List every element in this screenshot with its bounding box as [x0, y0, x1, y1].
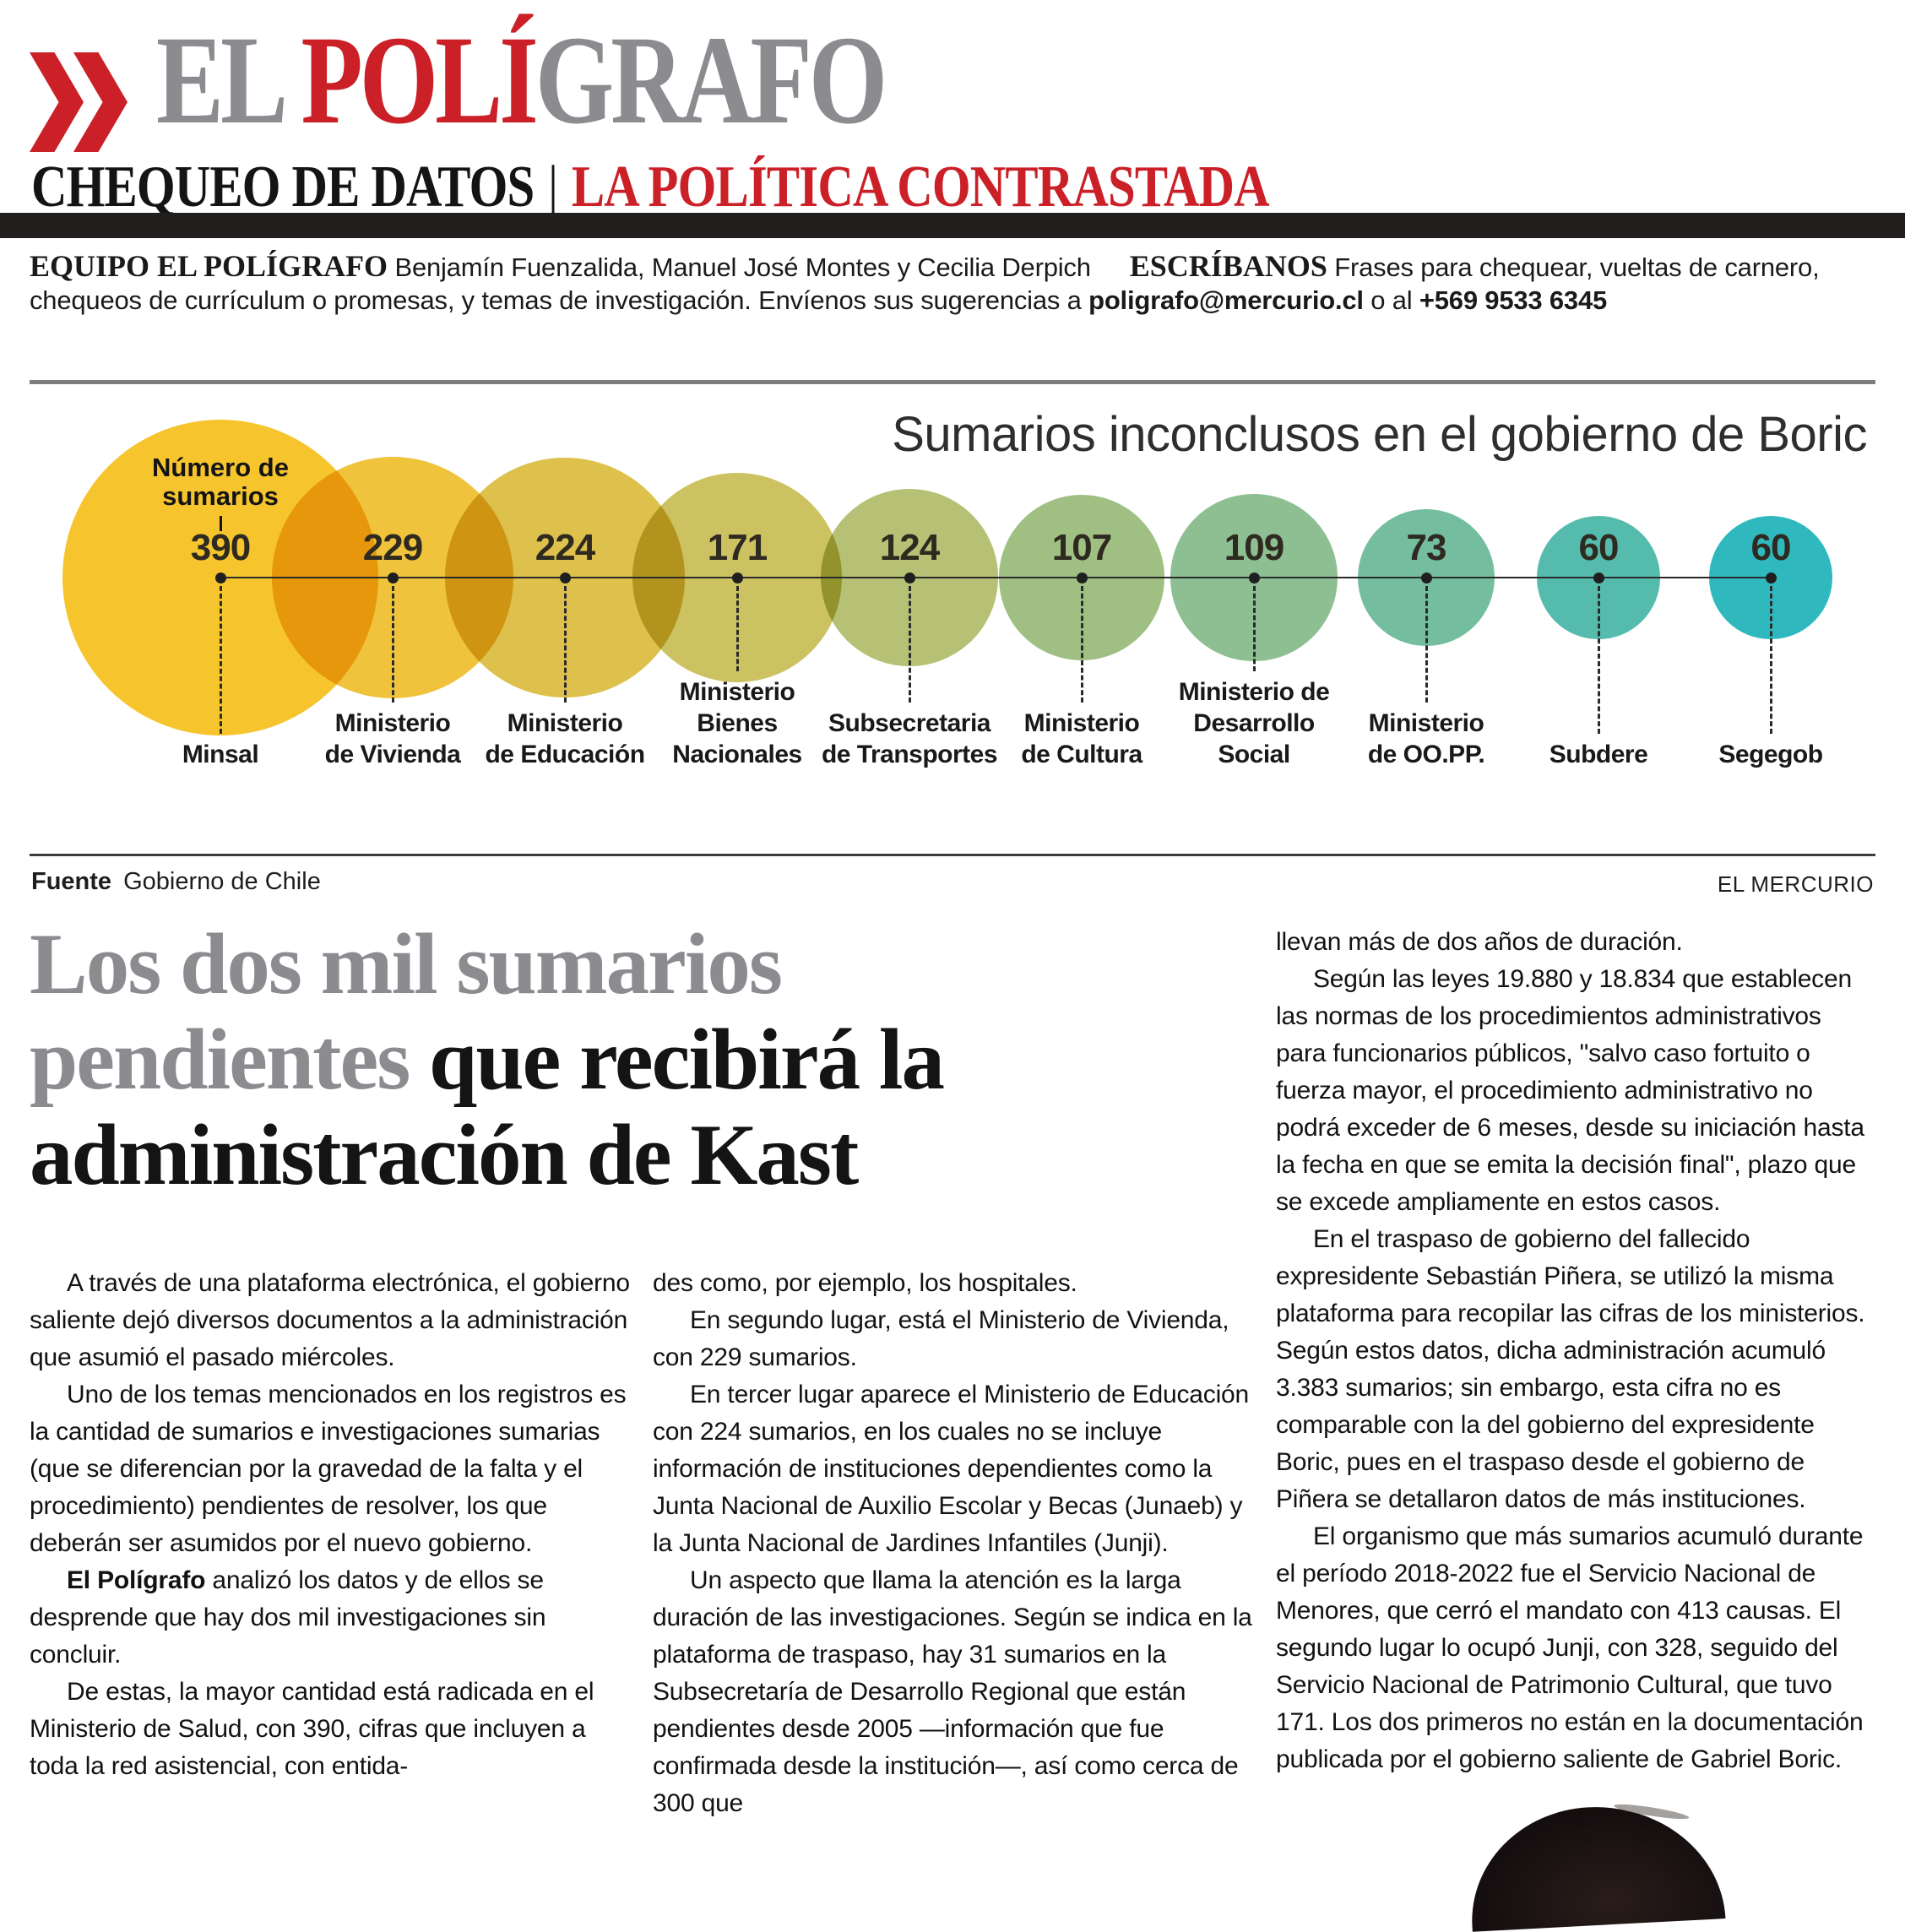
masthead-title: EL POLÍGRAFO — [156, 8, 887, 152]
source-note: Fuente Gobierno de Chile — [31, 868, 321, 896]
source-label: Fuente — [31, 868, 112, 895]
paragraph: En tercer lugar aparece el Ministerio de… — [653, 1381, 1250, 1557]
paragraph: En el traspaso de gobierno del fallecido… — [1276, 1225, 1865, 1513]
leader-dashed-line — [1081, 586, 1083, 703]
source-row: Fuente Gobierno de Chile EL MERCURIO — [30, 856, 1875, 904]
escribanos-text: Frases para chequear, vueltas de carnero… — [30, 252, 1820, 315]
bubble-category-label: Ministerio de Desarrollo Social — [1178, 678, 1330, 768]
bubble-category-label: Segegob — [1718, 741, 1823, 768]
bubble-value: 73 — [1406, 527, 1447, 568]
credit-label: EL MERCURIO — [1717, 871, 1874, 897]
subtitle-divider: | — [548, 155, 558, 220]
axis-dot — [1593, 573, 1604, 583]
axis-dot — [215, 573, 226, 583]
newspaper-page: { "colors": { "accent_red": "#cb2027", "… — [0, 8, 1905, 1932]
bubble-category-label: Ministerio de OO.PP. — [1367, 709, 1485, 768]
o-al-text: o al — [1363, 285, 1419, 315]
axis-dot — [732, 573, 743, 583]
escribanos-label: ESCRÍBANOS — [1129, 249, 1327, 283]
bubble-category-label: Ministerio de Educación — [485, 709, 645, 768]
leader-dashed-line — [1598, 586, 1600, 734]
double-chevron-icon — [30, 52, 139, 152]
source-value: Gobierno de Chile — [123, 868, 321, 895]
leader-dashed-line — [564, 586, 567, 703]
leader-dashed-line — [1425, 586, 1428, 703]
paragraph: Uno de los temas mencionados en los regi… — [30, 1381, 627, 1557]
leader-dashed-line — [220, 586, 222, 734]
paragraph: El Polígrafo analizó los datos y de ello… — [30, 1562, 631, 1674]
photo-highlight — [1613, 1801, 1690, 1822]
axis-dot — [1766, 573, 1777, 583]
bubble-category-label: Ministerio de Vivienda — [324, 709, 461, 768]
article-headline: Los dos mil sumarios pendientes que reci… — [30, 917, 1140, 1203]
leader-dashed-line — [909, 586, 911, 703]
bubble-category-label: Minsal — [182, 741, 259, 768]
bubble-category-label: Subdere — [1549, 741, 1648, 768]
chart-annotation: Número de sumarios — [152, 453, 289, 511]
paragraph: El organismo que más sumarios acumuló du… — [1276, 1522, 1864, 1773]
axis-dot — [1421, 573, 1432, 583]
paragraph-text: analizó los datos y de ellos se desprend… — [30, 1566, 546, 1669]
leader-dashed-line — [392, 586, 394, 703]
bold-lead: El Polígrafo — [67, 1566, 206, 1594]
headline-gray-segment: Los dos mil sumarios pendientes — [30, 916, 783, 1108]
bubble-category-label: Ministerio de Cultura — [1021, 709, 1142, 768]
contact-phone: +569 9533 6345 — [1419, 285, 1608, 315]
bubble-value: 60 — [1578, 527, 1620, 568]
photo-fragment — [1466, 1800, 1726, 1932]
axis-dot — [1249, 573, 1260, 583]
axis-dot — [560, 573, 571, 583]
paragraph: des como, por ejemplo, los hospitales. — [653, 1269, 1077, 1297]
axis-dot — [904, 573, 915, 583]
equipo-label: EQUIPO EL POLÍGRAFO — [30, 249, 388, 283]
bubble-value: 60 — [1750, 527, 1792, 568]
chevron-icon — [30, 52, 84, 152]
bubble-value: 390 — [190, 527, 251, 568]
leader-dashed-line — [1253, 586, 1256, 671]
article-column-3: llevan más de dos años de duración. Segú… — [1276, 924, 1877, 1778]
paragraph: De estas, la mayor cantidad está radicad… — [30, 1678, 594, 1780]
bubble-category-label: Ministerio Bienes Nacionales — [672, 678, 802, 768]
team-credits: EQUIPO EL POLÍGRAFO Benjamín Fuenzalida,… — [30, 250, 1877, 317]
masthead-title-poli: POLÍ — [301, 10, 538, 150]
axis-line — [220, 577, 1771, 578]
paragraph: Un aspecto que llama la atención es la l… — [653, 1566, 1252, 1817]
masthead-title-grafo: GRAFO — [535, 10, 887, 150]
bubble-value: 229 — [362, 527, 423, 568]
bubble-plot: Sumarios inconclusos en el gobierno de B… — [30, 384, 1875, 856]
equipo-names: Benjamín Fuenzalida, Manuel José Montes … — [388, 252, 1091, 282]
masthead-subtitle: CHEQUEO DE DATOS | LA POLÍTICA CONTRASTADA — [31, 154, 1270, 221]
headline-black-segment: que recibirá la administración de Kast — [30, 1012, 945, 1203]
subtitle-left: CHEQUEO DE DATOS — [31, 155, 535, 220]
annotation-connector-line — [220, 516, 222, 531]
bubble-value: 224 — [535, 527, 595, 568]
subtitle-right: LA POLÍTICA CONTRASTADA — [571, 155, 1270, 220]
paragraph: A través de una plataforma electrónica, … — [30, 1269, 630, 1371]
axis-dot — [1077, 573, 1088, 583]
chart-title: Sumarios inconclusos en el gobierno de B… — [892, 407, 1867, 462]
article-column-1: A través de una plataforma electrónica, … — [30, 1265, 631, 1785]
leader-dashed-line — [1770, 586, 1772, 734]
paragraph: Según las leyes 19.880 y 18.834 que esta… — [1276, 965, 1864, 1216]
article-column-2: des como, por ejemplo, los hospitales. E… — [653, 1265, 1254, 1822]
bubble-value: 171 — [707, 527, 768, 568]
contact-email: poligrafo@mercurio.cl — [1088, 285, 1364, 315]
bubble-value: 107 — [1051, 527, 1112, 568]
bubble-category-label: Subsecretaria de Transportes — [821, 709, 998, 768]
chart-panel: Sumarios inconclusos en el gobierno de B… — [30, 380, 1875, 904]
paragraph: En segundo lugar, está el Ministerio de … — [653, 1306, 1229, 1371]
paragraph: llevan más de dos años de duración. — [1276, 928, 1683, 956]
bubble-value: 109 — [1224, 527, 1284, 568]
leader-dashed-line — [736, 586, 739, 671]
axis-dot — [388, 573, 399, 583]
section-divider-bar — [0, 213, 1905, 238]
masthead-title-el: EL — [156, 10, 301, 150]
bubble-value: 124 — [879, 527, 940, 568]
